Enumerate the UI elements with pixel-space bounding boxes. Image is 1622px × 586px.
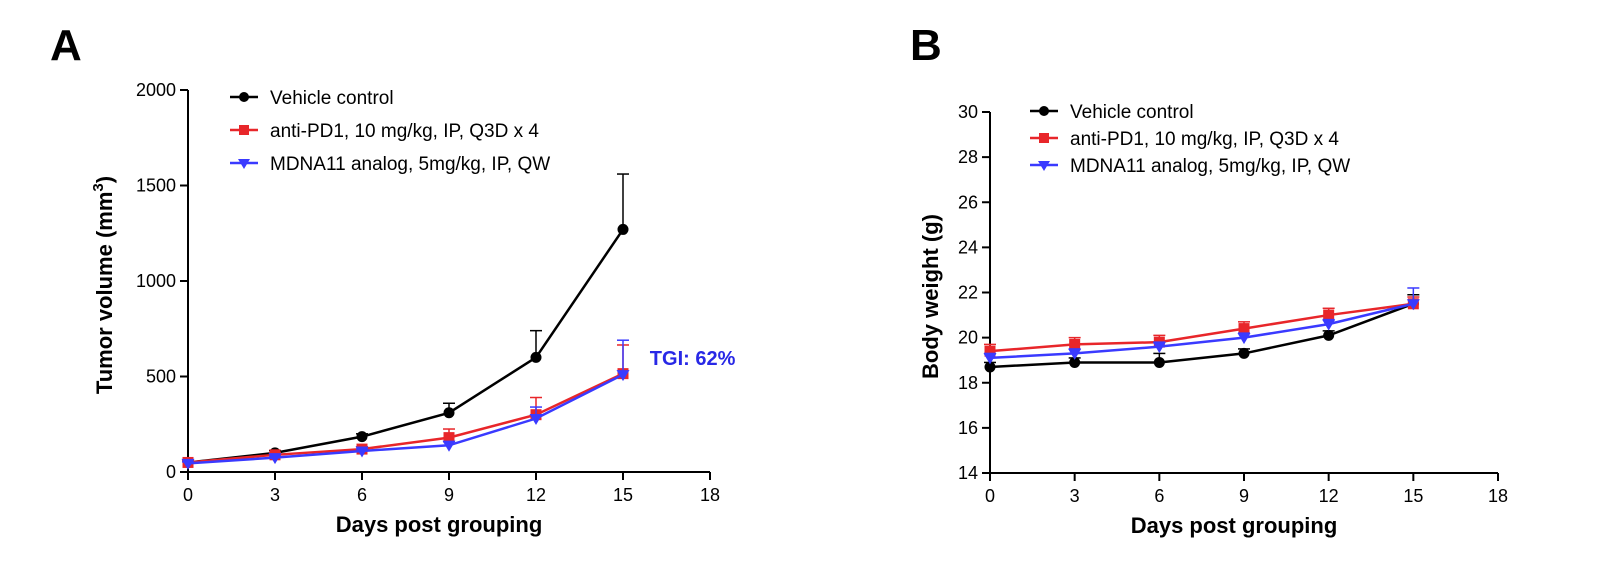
legend-label: MDNA11 analog, 5mg/kg, IP, QW: [1070, 156, 1350, 177]
data-point: [617, 223, 629, 235]
x-tick-label: 3: [270, 485, 280, 505]
y-tick-label: 2000: [136, 80, 176, 100]
x-tick-label: 12: [1319, 486, 1339, 506]
y-axis-title-close: ): [92, 176, 117, 183]
series-line: [989, 302, 1414, 360]
data-point: [443, 407, 455, 419]
x-axis-title: Days post grouping: [336, 512, 543, 537]
series-line: [187, 373, 624, 465]
tgi-annotation: TGI: 62%: [650, 348, 736, 370]
y-tick-label: 1000: [136, 271, 176, 291]
legend-marker: [1039, 106, 1049, 116]
series-line: [989, 302, 1414, 353]
legend-label: anti-PD1, 10 mg/kg, IP, Q3D x 4: [270, 121, 539, 142]
data-point: [983, 353, 997, 365]
y-tick-label: 14: [958, 463, 978, 483]
panel-a-letter: A: [50, 21, 82, 70]
legend-label: Vehicle control: [1070, 102, 1194, 123]
y-tick-label: 24: [958, 237, 978, 257]
legend: Vehicle control anti-PD1, 10 mg/kg, IP, Q…: [230, 88, 550, 175]
x-tick-label: 0: [183, 485, 193, 505]
y-tick-label: 20: [958, 328, 978, 348]
y-tick-label: 22: [958, 283, 978, 303]
legend-marker: [239, 125, 249, 135]
data-point: [1069, 356, 1081, 368]
legend-label: anti-PD1, 10 mg/kg, IP, Q3D x 4: [1070, 129, 1339, 150]
data-point: [1323, 329, 1335, 341]
data-point: [984, 361, 996, 373]
data-point: [181, 458, 195, 470]
data-point: [356, 431, 368, 443]
y-tick-label: 500: [146, 367, 176, 387]
y-tick-label: 28: [958, 147, 978, 167]
legend-label: MDNA11 analog, 5mg/kg, IP, QW: [270, 154, 550, 175]
legend-marker: [1038, 161, 1050, 171]
y-tick-label: 0: [166, 462, 176, 482]
y-axis-title: Tumor volume (mm3): [90, 176, 117, 394]
y-tick-label: 1500: [136, 176, 176, 196]
y-axis-title-superscript: 3: [90, 183, 107, 191]
x-tick-label: 18: [700, 485, 720, 505]
data-point: [984, 345, 996, 357]
x-tick-label: 3: [1070, 486, 1080, 506]
legend: Vehicle control anti-PD1, 10 mg/kg, IP, Q…: [1030, 102, 1350, 177]
series-3: [181, 339, 630, 470]
series-3: [983, 287, 1420, 365]
panel-b-letter: B: [910, 21, 942, 70]
y-axis-title-main: Tumor volume (mm: [92, 192, 117, 395]
x-tick-label: 15: [1403, 486, 1423, 506]
x-tick-label: 9: [1239, 486, 1249, 506]
series-line: [989, 302, 1414, 369]
data-point: [1069, 338, 1081, 350]
data-point: [268, 453, 282, 465]
x-tick-label: 15: [613, 485, 633, 505]
data-point: [1152, 342, 1166, 354]
data-point: [1238, 347, 1250, 359]
panel-b-chart: 14 16 18 20 22 24 26 28 30 0 3 6 9 12 15 18 Days post gr…: [918, 102, 1508, 538]
x-tick-label: 6: [1154, 486, 1164, 506]
y-tick-label: 16: [958, 418, 978, 438]
data-point: [1322, 319, 1336, 331]
series-1: [182, 173, 629, 468]
data-point: [529, 414, 543, 426]
legend-marker: [239, 92, 249, 102]
data-point: [1153, 356, 1165, 368]
y-tick-label: 26: [958, 192, 978, 212]
data-point: [1237, 333, 1251, 345]
data-point: [355, 446, 369, 458]
x-tick-label: 0: [985, 486, 995, 506]
y-axis-title: Body weight (g): [918, 214, 943, 379]
series-line: [187, 372, 624, 464]
data-point: [1238, 323, 1250, 335]
data-point: [1068, 348, 1082, 360]
series-line: [187, 228, 625, 464]
x-tick-label: 12: [526, 485, 546, 505]
data-point: [530, 351, 542, 363]
y-tick-label: 18: [958, 373, 978, 393]
legend-label: Vehicle control: [270, 88, 394, 109]
y-tick-label: 30: [958, 102, 978, 122]
x-tick-label: 9: [444, 485, 454, 505]
x-tick-label: 6: [357, 485, 367, 505]
data-point: [442, 440, 456, 452]
panel-a-chart: 0 500 1000 1500 2000 0 3 6 9 12 15 18 Days post grou…: [90, 80, 736, 537]
data-point: [1323, 309, 1335, 321]
series-1: [984, 294, 1420, 373]
x-tick-label: 18: [1488, 486, 1508, 506]
data-point: [616, 370, 630, 382]
legend-marker: [1039, 133, 1049, 143]
data-point: [443, 432, 455, 444]
legend-marker: [238, 159, 250, 169]
data-point: [1406, 299, 1420, 311]
x-axis-title: Days post grouping: [1131, 513, 1338, 538]
